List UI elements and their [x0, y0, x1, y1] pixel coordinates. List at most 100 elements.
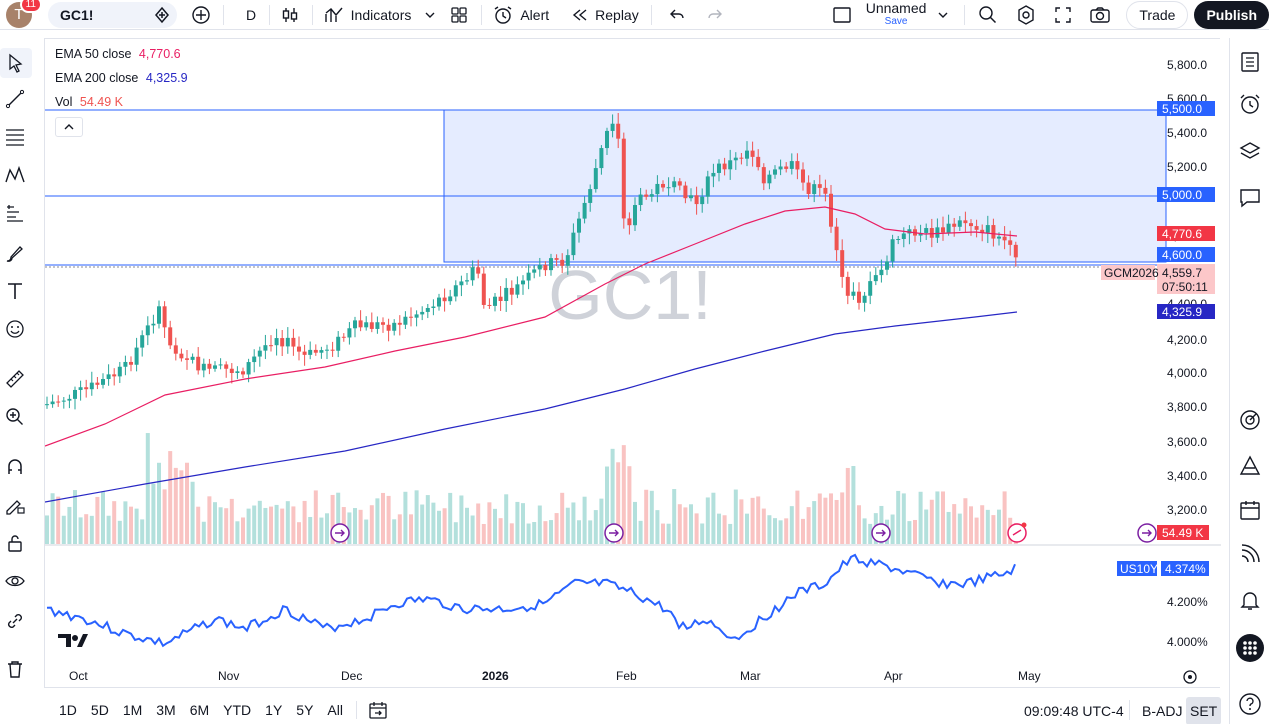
- event-marker[interactable]: [871, 523, 891, 543]
- trend-line-icon[interactable]: [4, 88, 26, 110]
- volume-bar: [739, 499, 744, 544]
- top-toolbar: T 11 GC1! D Indicators Alert Replay Unnam…: [0, 0, 1269, 30]
- apps-grid-icon[interactable]: [1236, 634, 1264, 662]
- volume-legend[interactable]: Vol 54.49 K: [55, 95, 123, 109]
- time-axis[interactable]: Oct Nov Dec 2026 Feb Mar Apr May: [45, 667, 1157, 687]
- chat-icon[interactable]: [1238, 186, 1262, 210]
- chart-type-button[interactable]: [280, 0, 300, 30]
- replay-button[interactable]: Replay: [571, 0, 639, 30]
- candle-body: [593, 168, 598, 190]
- volume-bar: [224, 508, 229, 544]
- volume-bar: [941, 491, 945, 544]
- candle-body: [386, 324, 391, 331]
- snapshot-button[interactable]: [1089, 0, 1111, 30]
- lock-icon[interactable]: [4, 532, 26, 554]
- add-compare-icon[interactable]: [153, 6, 171, 24]
- alerts-clock-icon[interactable]: [1238, 92, 1262, 116]
- bell-icon[interactable]: [1238, 588, 1262, 612]
- price-tick: 4,000.0: [1167, 366, 1208, 380]
- goto-date-icon[interactable]: [367, 699, 389, 721]
- candle-body: [369, 322, 374, 329]
- undo-button[interactable]: [668, 0, 686, 30]
- magnet-icon[interactable]: [4, 456, 26, 478]
- interval-button[interactable]: D: [239, 0, 262, 30]
- pencil-lock-icon[interactable]: [4, 494, 26, 516]
- range-3m[interactable]: 3M: [156, 702, 176, 718]
- candle-body: [78, 387, 83, 390]
- back-adjust-toggle[interactable]: B-ADJ: [1142, 703, 1183, 719]
- range-1d[interactable]: 1D: [59, 702, 77, 718]
- layers-icon[interactable]: [1238, 140, 1262, 164]
- help-icon[interactable]: [1238, 692, 1262, 716]
- quick-search-button[interactable]: [977, 0, 999, 30]
- event-marker[interactable]: [1007, 522, 1027, 543]
- ema200-legend[interactable]: EMA 200 close 4,325.9: [55, 71, 188, 85]
- volume-bar: [784, 518, 789, 544]
- link-icon[interactable]: [4, 610, 26, 632]
- fib-retracement-icon[interactable]: [4, 126, 26, 148]
- range-1y[interactable]: 1Y: [265, 702, 283, 718]
- candle-body: [162, 306, 167, 328]
- eye-icon[interactable]: [4, 570, 26, 592]
- candle-body: [588, 189, 593, 203]
- calendar-icon[interactable]: [1238, 498, 1262, 522]
- signal-icon[interactable]: [1238, 542, 1262, 566]
- ideas-icon[interactable]: [1238, 454, 1262, 478]
- layout-checkbox[interactable]: [832, 0, 852, 30]
- cursor-icon[interactable]: [4, 52, 26, 74]
- volume-bar: [1002, 491, 1007, 544]
- volume-bar: [980, 505, 985, 544]
- chart-pane[interactable]: GC1! EMA 50 close 4,770.6 EMA 200: [44, 38, 1221, 689]
- range-ytd[interactable]: YTD: [223, 702, 252, 718]
- volume-bar: [465, 507, 469, 544]
- indicators-button[interactable]: Indicators: [323, 0, 438, 30]
- pattern-icon[interactable]: [4, 164, 26, 186]
- forecast-icon[interactable]: [4, 202, 26, 224]
- add-symbol-button[interactable]: [191, 0, 211, 30]
- trash-icon[interactable]: [4, 658, 26, 680]
- candle-body: [101, 379, 105, 385]
- alert-button[interactable]: Alert: [492, 0, 549, 30]
- layout-name-button[interactable]: Unnamed Save: [866, 0, 927, 30]
- publish-button[interactable]: Publish: [1194, 0, 1269, 29]
- settlement-toggle[interactable]: SET: [1186, 697, 1222, 724]
- candle-body: [700, 196, 705, 205]
- event-marker[interactable]: [604, 523, 624, 543]
- bottom-toolbar: 1D 5D 1M 3M 6M YTD 1Y 5Y All 09:09:48 UTC-4 B-AD…: [44, 696, 1222, 724]
- axis-settings-icon[interactable]: [1183, 670, 1197, 684]
- watchlist-icon[interactable]: [1238, 50, 1262, 74]
- range-5y[interactable]: 5Y: [296, 702, 314, 718]
- volume-bar: [179, 470, 184, 544]
- collapse-legend-button[interactable]: [55, 117, 83, 137]
- event-marker[interactable]: [330, 523, 350, 543]
- rectangle-zone[interactable]: [443, 109, 1167, 263]
- layouts-button[interactable]: [449, 0, 469, 30]
- target-icon[interactable]: [1238, 408, 1262, 432]
- avatar[interactable]: T 11: [6, 0, 42, 28]
- symbol-search[interactable]: GC1!: [48, 1, 177, 28]
- candle-body: [61, 400, 66, 402]
- text-icon[interactable]: [4, 280, 26, 302]
- tradingview-logo-icon[interactable]: [58, 634, 88, 647]
- settings-button[interactable]: [1015, 0, 1037, 30]
- layout-menu-button[interactable]: [936, 0, 950, 30]
- trade-button[interactable]: Trade: [1126, 0, 1189, 29]
- zoom-in-icon[interactable]: [4, 406, 26, 428]
- fullscreen-button[interactable]: [1053, 0, 1073, 30]
- range-5d[interactable]: 5D: [90, 702, 109, 718]
- emoji-icon[interactable]: [4, 318, 26, 340]
- volume-bar: [274, 504, 279, 544]
- range-all[interactable]: All: [327, 702, 343, 718]
- user-menu[interactable]: T 11: [4, 0, 42, 30]
- redo-button[interactable]: [706, 0, 724, 30]
- timezone-clock[interactable]: 09:09:48 UTC-4: [1024, 703, 1124, 719]
- range-6m[interactable]: 6M: [189, 702, 210, 718]
- price-chart[interactable]: GC1!: [45, 39, 1221, 689]
- ema50-legend[interactable]: EMA 50 close 4,770.6: [55, 47, 181, 61]
- ruler-icon[interactable]: [4, 368, 26, 390]
- brush-icon[interactable]: [4, 242, 26, 264]
- event-marker[interactable]: [1137, 523, 1157, 543]
- candle-body: [50, 401, 55, 405]
- candle-body: [95, 382, 100, 385]
- range-1m[interactable]: 1M: [122, 702, 143, 718]
